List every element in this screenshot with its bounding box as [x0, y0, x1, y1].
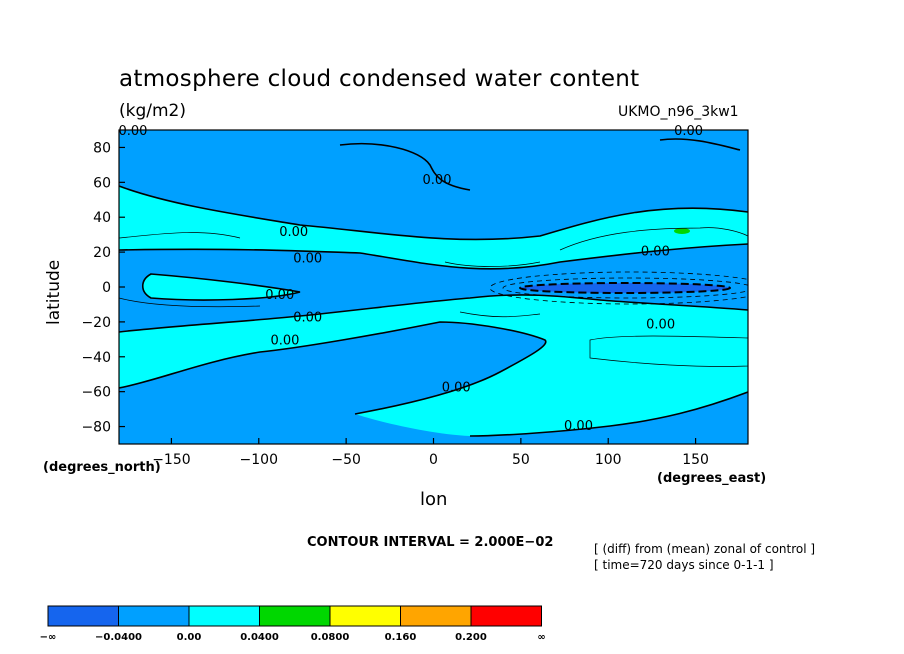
y-tick-label: −80 — [81, 420, 111, 436]
x-unit-label: (degrees_east) — [657, 471, 767, 486]
note-diff: [ (diff) from (mean) zonal of control ] — [594, 542, 816, 556]
y-tick-label: 60 — [93, 175, 111, 191]
y-unit-label: (degrees_north) — [43, 460, 161, 475]
x-tick-label: −100 — [240, 452, 278, 468]
x-tick-label: 100 — [595, 452, 622, 468]
x-tick-label: 50 — [512, 452, 530, 468]
thin-contours — [119, 227, 748, 367]
y-axis-ticks: 80 60 40 20 0 −20 −40 −60 −80 — [81, 140, 125, 436]
negative-contours — [489, 271, 748, 305]
colorbar-swatch — [400, 605, 472, 627]
y-tick-label: −40 — [81, 350, 111, 366]
y-tick-label: 40 — [93, 210, 111, 226]
y-tick-label: −20 — [81, 315, 111, 331]
north-band-region — [119, 186, 748, 269]
south-band-region — [119, 294, 748, 436]
colorbar-swatch — [259, 605, 331, 627]
colorbar-swatch — [118, 605, 190, 627]
x-tick-label: 150 — [682, 452, 709, 468]
colorbar-swatch — [329, 605, 401, 627]
contour-label: 0.00 — [119, 124, 148, 139]
contour-interval: CONTOUR INTERVAL = 2.000E−02 — [307, 535, 554, 550]
colorbar-label: 0.160 — [385, 632, 417, 643]
colorbar-label: ∞ — [537, 632, 545, 643]
x-tick-label: 0 — [429, 452, 438, 468]
y-tick-label: 20 — [93, 245, 111, 261]
colorbar-swatch — [470, 605, 542, 627]
x-axis-label: lon — [420, 489, 448, 510]
y-tick-label: 0 — [102, 280, 111, 296]
note-time: [ time=720 days since 0-1-1 ] — [594, 558, 774, 572]
contour-label: 0.00 — [265, 288, 294, 303]
contour-label: 0.00 — [271, 333, 300, 348]
colorbar-label: 0.00 — [177, 632, 202, 643]
contour-label: 0.00 — [279, 225, 308, 240]
contour-label: 0.00 — [641, 244, 670, 259]
contour-label: 0.00 — [423, 173, 452, 188]
equatorial-region — [142, 274, 300, 300]
contour-lines — [119, 138, 748, 437]
y-tick-label: −60 — [81, 385, 111, 401]
colorbar-label: 0.200 — [455, 632, 487, 643]
contour-label: 0.00 — [674, 124, 703, 139]
colorbar-swatch — [47, 605, 119, 627]
green-patch-region — [674, 228, 690, 234]
colorbar-label: 0.0400 — [240, 632, 279, 643]
model-name: UKMO_n96_3kw1 — [618, 104, 739, 120]
contour-labels: 0.00 0.00 0.00 0.00 0.00 0.00 0.00 0.00 0.00 0.00… — [119, 124, 704, 434]
contour-label: 0.00 — [564, 419, 593, 434]
chart-title: atmosphere cloud condensed water content — [119, 66, 640, 92]
x-tick-label: −150 — [152, 452, 190, 468]
contour-label: 0.00 — [293, 251, 322, 266]
negative-core-region — [520, 283, 730, 293]
colorbar-label: 0.0800 — [311, 632, 350, 643]
contour-label: 0.00 — [293, 311, 322, 326]
x-tick-label: −50 — [331, 452, 361, 468]
y-tick-label: 80 — [93, 140, 111, 156]
colorbar-label: −∞ — [40, 632, 57, 643]
contour-label: 0.00 — [646, 318, 675, 333]
colorbar-swatch — [188, 605, 260, 627]
contour-label: 0.00 — [442, 380, 471, 395]
colorbar: −∞ −0.0400 0.00 0.0400 0.0800 0.160 0.200 ∞ — [40, 605, 546, 643]
colorbar-label: −0.0400 — [95, 632, 142, 643]
x-axis-ticks: −150 −100 −50 0 50 100 150 — [152, 438, 709, 468]
chart-units: (kg/m2) — [119, 101, 187, 121]
